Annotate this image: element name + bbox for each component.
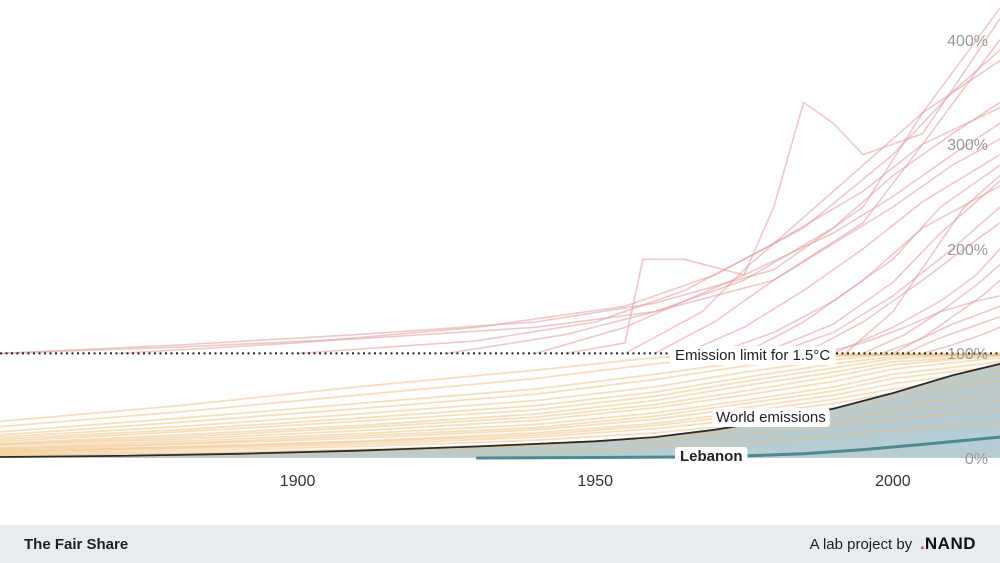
- country-series-line: [922, 326, 1000, 355]
- country-series-line: [0, 356, 1000, 447]
- nand-logo[interactable]: NAND: [924, 534, 976, 553]
- country-series-line: [803, 222, 1000, 355]
- country-series-line: [0, 386, 1000, 454]
- country-series-line: [0, 394, 1000, 455]
- country-series-line: [0, 354, 1000, 446]
- country-series-line: [892, 279, 1000, 355]
- country-series-line: [684, 154, 1000, 355]
- country-series-line: [297, 106, 1000, 355]
- country-series-line: [118, 49, 1000, 355]
- country-series-line: [0, 409, 1000, 457]
- country-series-line: [773, 206, 1000, 355]
- country-series-line: [0, 7, 1000, 355]
- country-series-line: [0, 353, 1000, 441]
- logo-dot-icon: .: [920, 534, 925, 553]
- country-series-line: [0, 421, 1000, 458]
- brand-title[interactable]: The Fair Share: [24, 535, 129, 553]
- highlight-country-label: Lebanon: [680, 448, 743, 465]
- country-series-line: [844, 174, 1000, 355]
- footer-bar: The Fair Share A lab project by . NAND: [0, 525, 1000, 563]
- country-series-line: [624, 59, 1000, 355]
- country-series-line: [832, 248, 1000, 355]
- y-tick-label: 300%: [947, 137, 988, 154]
- credit: A lab project by . NAND: [810, 534, 976, 554]
- country-series-line: [654, 138, 1000, 355]
- world-emissions-line: [0, 363, 1000, 458]
- x-axis-ticks: 1900 1950 2000: [280, 473, 911, 490]
- country-series-line: [0, 365, 1000, 450]
- highlight-label-background: [675, 447, 748, 466]
- country-series-line: [0, 379, 1000, 453]
- country-lines: [0, 7, 1000, 458]
- x-tick-label: 1900: [280, 473, 316, 490]
- x-tick-label: 1950: [577, 473, 613, 490]
- country-series-line: [0, 360, 1000, 449]
- country-series-line: [0, 375, 1000, 452]
- limit-label: Emission limit for 1.5°C: [675, 347, 830, 364]
- y-tick-label: 200%: [947, 242, 988, 259]
- credit-text: A lab project by: [809, 535, 913, 553]
- emissions-chart: 0% 100% 200% 300% 400% 1900 1950 2000 Em…: [0, 7, 1000, 490]
- y-tick-label: 400%: [947, 33, 988, 50]
- x-tick-label: 2000: [875, 473, 911, 490]
- highlight-country-line: [476, 435, 1000, 460]
- country-series-line: [0, 369, 1000, 451]
- country-series-line: [0, 354, 1000, 445]
- y-tick-label: 0%: [965, 451, 988, 468]
- country-series-line: [0, 353, 1000, 423]
- country-series-line: [535, 122, 1000, 355]
- country-series-line: [904, 316, 1000, 355]
- limit-label-background: [670, 346, 836, 365]
- country-series-line: [0, 400, 1000, 456]
- highlight-line-group: [476, 435, 1000, 460]
- y-tick-label: 100%: [947, 346, 988, 363]
- country-series-line: [0, 353, 1000, 438]
- country-series-line: [0, 39, 1000, 355]
- world-line-group: [0, 363, 1000, 458]
- country-series-line: [0, 353, 1000, 443]
- country-series-line: [862, 263, 1000, 355]
- world-label-background: [712, 408, 830, 427]
- y-axis-ticks: 0% 100% 200% 300% 400%: [947, 33, 988, 468]
- world-emissions-label: World emissions: [716, 409, 826, 426]
- country-series-line: [761, 180, 1000, 355]
- country-series-line: [743, 185, 1000, 355]
- country-series-line: [880, 305, 1000, 355]
